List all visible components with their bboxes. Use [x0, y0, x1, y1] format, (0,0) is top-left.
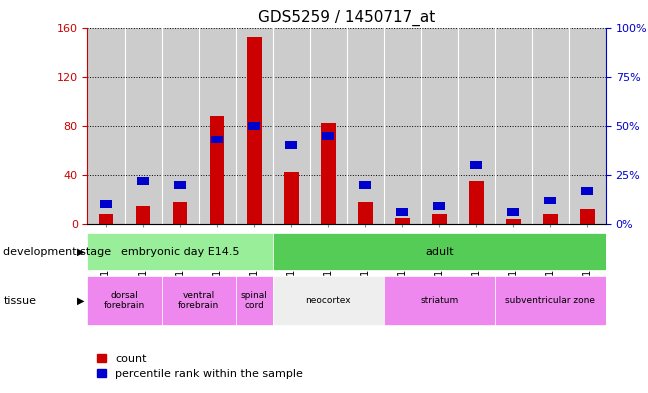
Bar	[469, 181, 483, 224]
Bar	[581, 187, 594, 195]
Text: ▶: ▶	[76, 296, 84, 306]
Bar	[210, 116, 224, 224]
Bar	[87, 233, 273, 270]
Bar	[359, 181, 371, 189]
Bar	[100, 200, 112, 208]
Bar	[384, 276, 495, 325]
Bar	[434, 202, 445, 210]
Text: striatum: striatum	[420, 296, 458, 305]
Bar	[321, 123, 336, 224]
Bar	[395, 218, 410, 224]
Bar	[470, 161, 482, 169]
Bar	[544, 196, 556, 204]
Text: tissue: tissue	[3, 296, 36, 306]
Text: subventricular zone: subventricular zone	[505, 296, 596, 305]
Bar	[273, 233, 606, 270]
Bar	[174, 181, 186, 189]
Bar	[506, 219, 521, 224]
Bar	[161, 276, 236, 325]
Bar	[284, 173, 299, 224]
Bar	[322, 132, 334, 140]
Bar	[247, 37, 262, 224]
Bar	[397, 208, 408, 216]
Bar	[236, 276, 273, 325]
Bar	[507, 208, 519, 216]
Bar	[248, 122, 260, 130]
Bar	[580, 209, 595, 224]
Title: GDS5259 / 1450717_at: GDS5259 / 1450717_at	[258, 10, 435, 26]
Bar	[137, 177, 149, 185]
Text: ▶: ▶	[76, 246, 84, 257]
Bar	[432, 214, 446, 224]
Text: adult: adult	[425, 246, 454, 257]
Bar	[273, 276, 384, 325]
Legend: count, percentile rank within the sample: count, percentile rank within the sample	[93, 349, 308, 384]
Bar	[211, 136, 223, 143]
Bar	[135, 206, 150, 224]
Bar	[87, 276, 161, 325]
Text: dorsal
forebrain: dorsal forebrain	[104, 291, 145, 310]
Text: embryonic day E14.5: embryonic day E14.5	[121, 246, 239, 257]
Text: ventral
forebrain: ventral forebrain	[178, 291, 219, 310]
Bar	[98, 214, 113, 224]
Bar	[543, 214, 558, 224]
Bar	[495, 276, 606, 325]
Text: development stage: development stage	[3, 246, 111, 257]
Bar	[358, 202, 373, 224]
Bar	[172, 202, 187, 224]
Text: spinal
cord: spinal cord	[240, 291, 268, 310]
Bar	[285, 141, 297, 149]
Text: neocortex: neocortex	[305, 296, 351, 305]
